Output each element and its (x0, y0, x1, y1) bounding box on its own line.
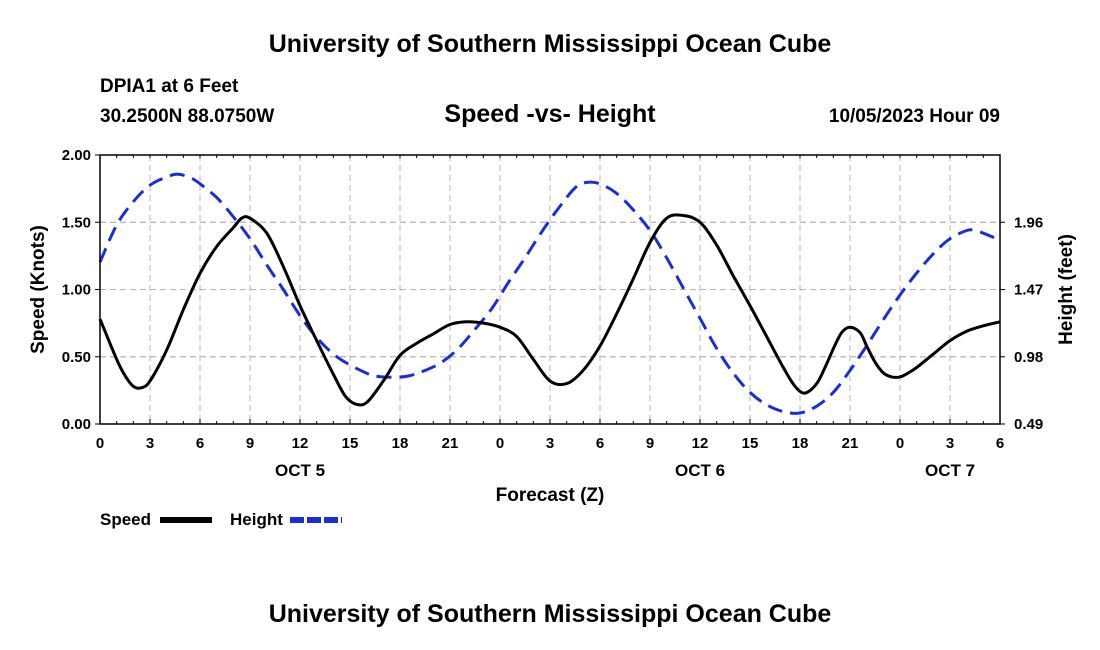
footer-title: University of Southern Mississippi Ocean… (268, 600, 832, 628)
y-tick-label-right: 1.47 (1014, 282, 1043, 299)
x-tick-label: 3 (546, 435, 554, 452)
station-coordinates: 30.2500N 88.0750W (100, 106, 275, 127)
y-tick-label-right: 0.49 (1014, 416, 1043, 433)
x-tick-label: 9 (646, 435, 654, 452)
x-tick-label: 0 (896, 435, 904, 452)
x-tick-label: 15 (342, 435, 359, 452)
day-label: OCT 5 (275, 461, 325, 480)
chart-title: Speed -vs- Height (444, 100, 656, 128)
y-tick-label-right: 0.98 (1014, 349, 1043, 366)
forecast-datetime: 10/05/2023 Hour 09 (828, 106, 1000, 127)
y-tick-label-left: 1.50 (62, 214, 91, 231)
x-tick-label: 3 (146, 435, 154, 452)
y-axis-label-right: Height (feet) (1056, 234, 1077, 345)
x-tick-label: 9 (246, 435, 254, 452)
x-tick-label: 6 (596, 435, 604, 452)
day-label: OCT 7 (925, 461, 975, 480)
x-tick-label: 21 (442, 435, 459, 452)
legend: Speed Height (100, 510, 342, 529)
x-tick-label: 0 (496, 435, 504, 452)
y-tick-label-left: 0.50 (62, 349, 91, 366)
page-title: University of Southern Mississippi Ocean… (268, 30, 832, 58)
y-tick-label-left: 0.00 (62, 416, 91, 433)
tick-layer (95, 154, 1005, 425)
x-tick-label: 6 (996, 435, 1004, 452)
legend-label-height: Height (230, 510, 283, 529)
x-tick-label: 12 (292, 435, 309, 452)
x-tick-label: 0 (96, 435, 104, 452)
x-tick-label: 18 (792, 435, 809, 452)
x-tick-label: 21 (842, 435, 859, 452)
day-label: OCT 6 (675, 461, 725, 480)
series-line-height (98, 172, 1001, 415)
x-tick-label: 12 (692, 435, 709, 452)
y-tick-label-left: 2.00 (62, 147, 91, 164)
x-tick-label: 15 (742, 435, 759, 452)
x-tick-label: 6 (196, 435, 204, 452)
x-axis-label: Forecast (Z) (496, 485, 605, 506)
y-axis-label-left: Speed (Knots) (28, 225, 49, 354)
x-tick-label: 3 (946, 435, 954, 452)
series-line-speed (98, 213, 1001, 407)
station-label: DPIA1 at 6 Feet (100, 76, 239, 97)
y-tick-label-left: 1.00 (62, 282, 91, 299)
y-tick-label-right: 1.96 (1014, 214, 1043, 231)
series-layer (98, 172, 1001, 415)
x-tick-label: 18 (392, 435, 409, 452)
grid-lines (99, 154, 1001, 425)
label-layer: 0 3 6 9 12 15 18 21 0 3 6 9 12 15 18 21 0 3 6 OCT 5 OCT 6 OCT… (28, 147, 1077, 506)
legend-label-speed: Speed (100, 510, 151, 529)
